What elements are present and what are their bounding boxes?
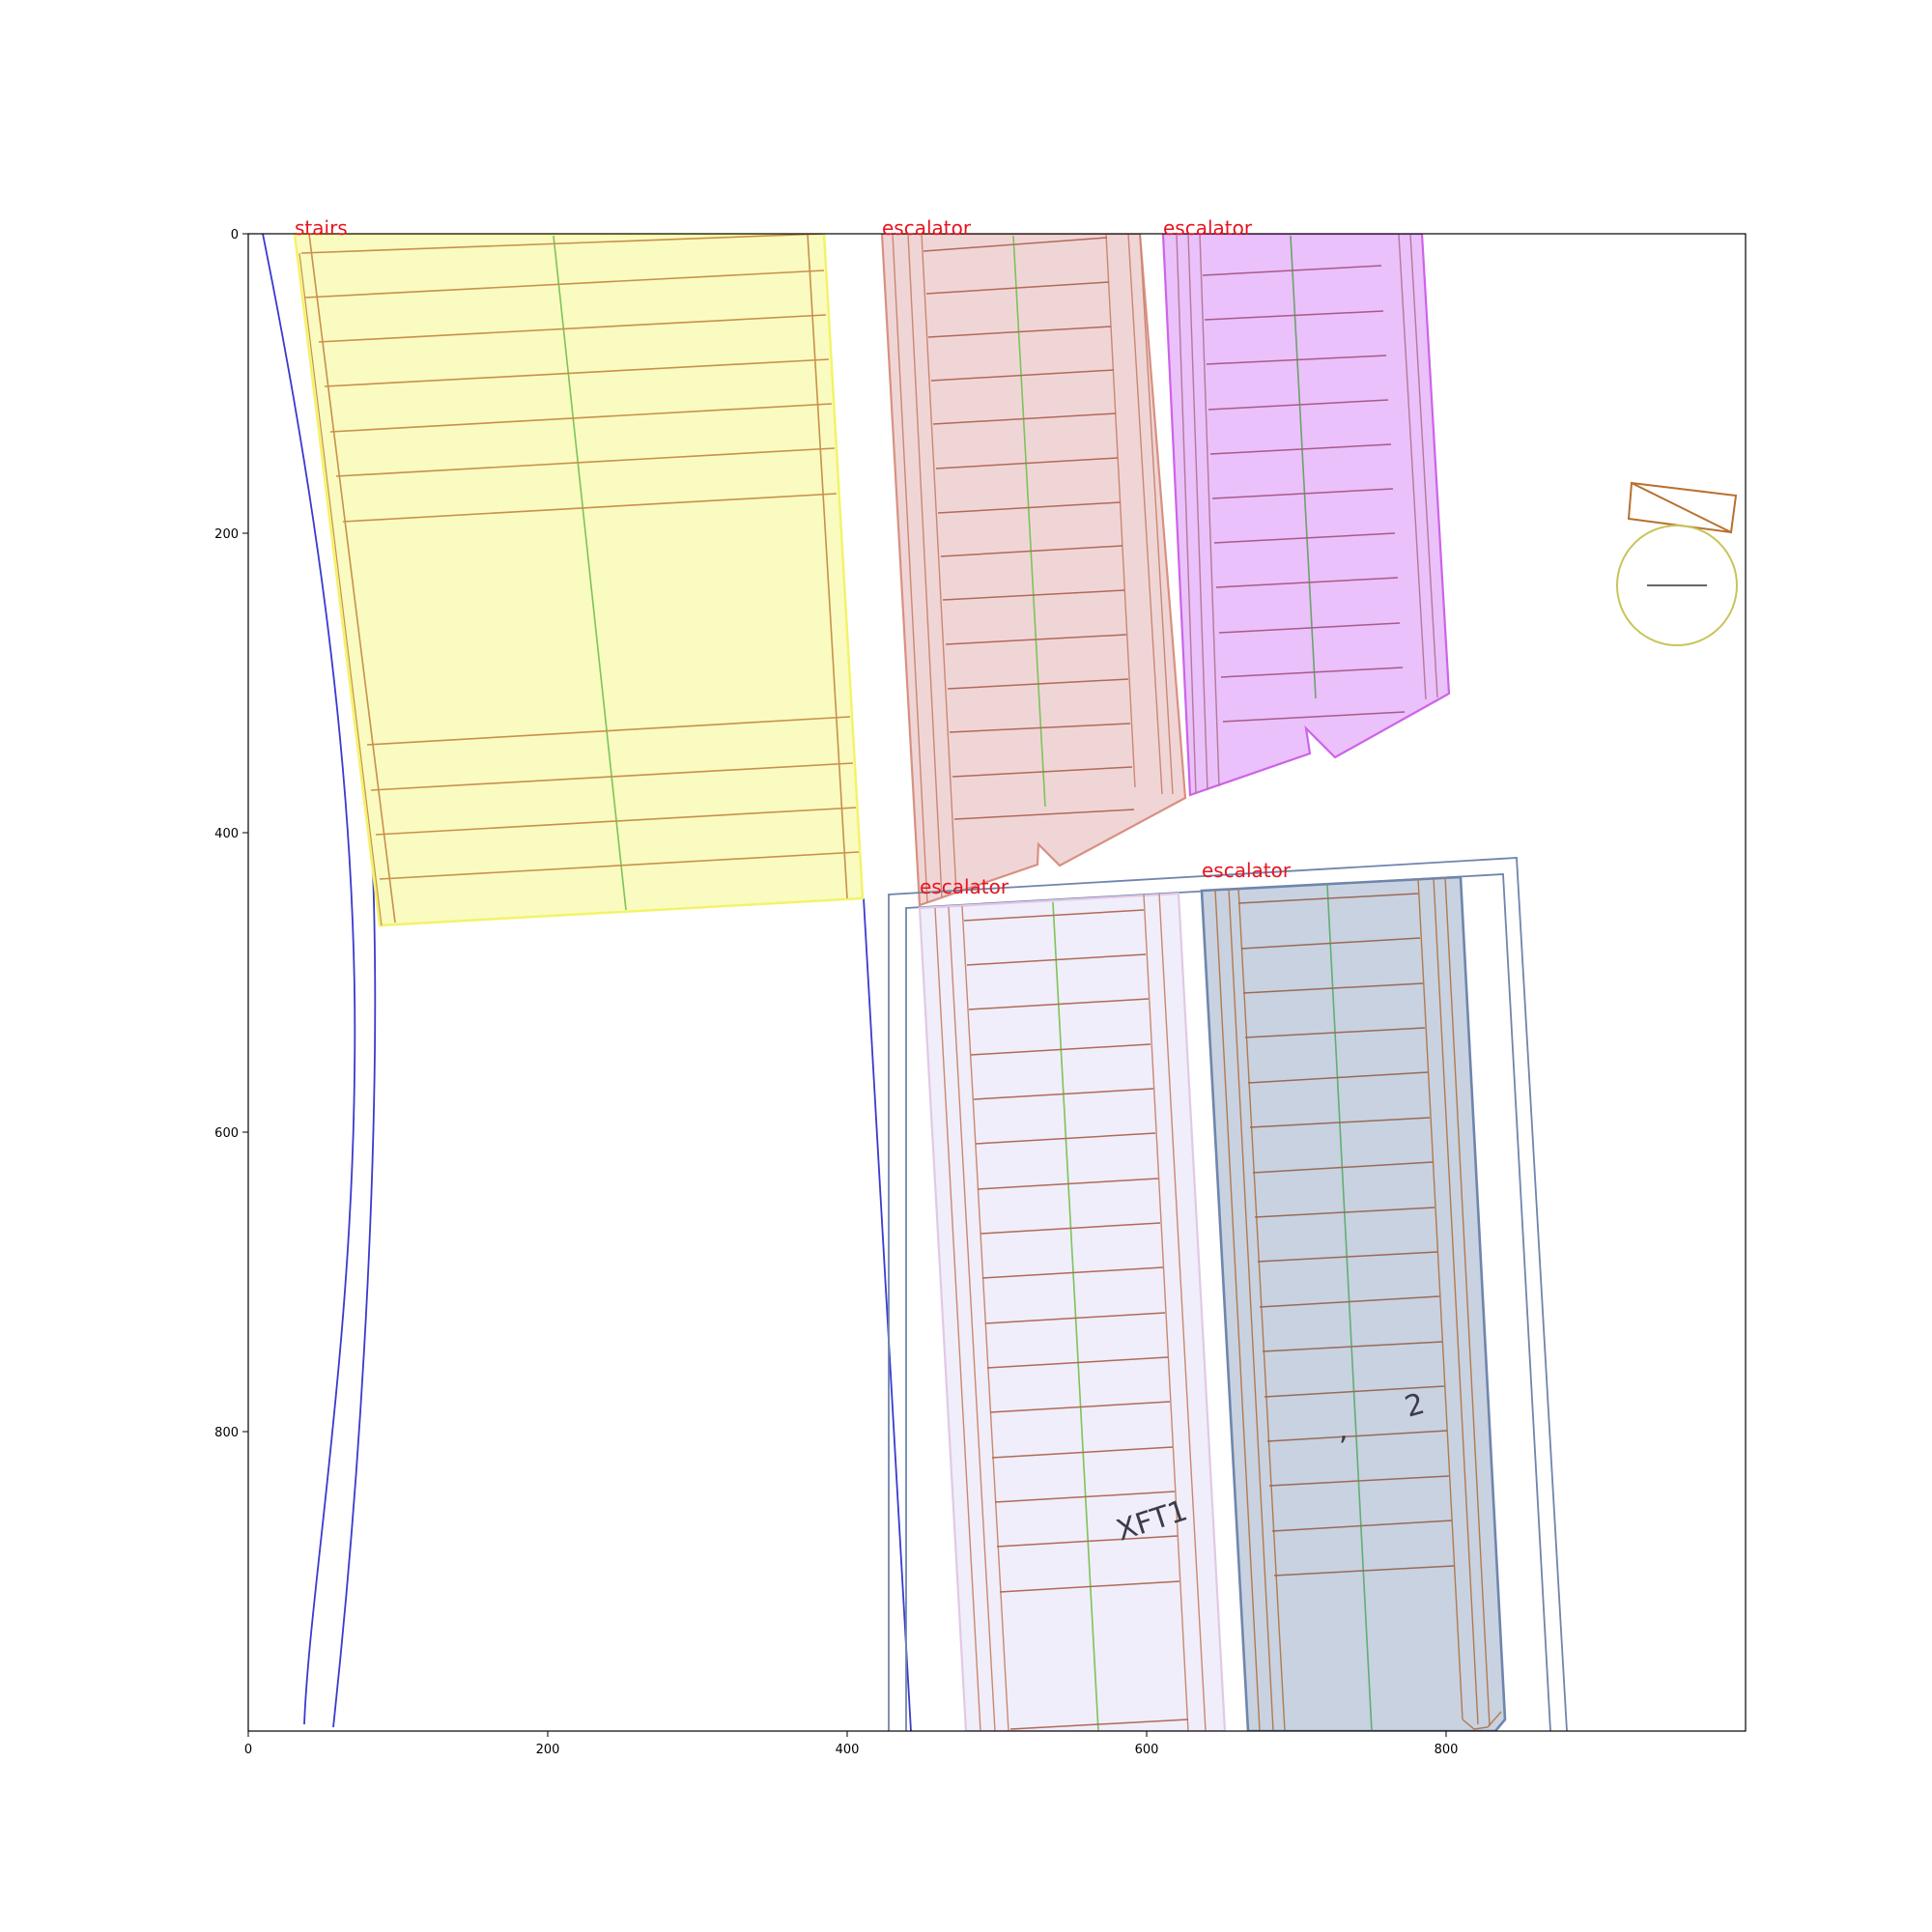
x-tick-label: 400 xyxy=(836,1743,860,1757)
x-tick-label: 600 xyxy=(1135,1743,1159,1757)
region-label-stairs: stairs xyxy=(295,216,348,240)
axes-frame xyxy=(247,233,1747,1732)
x-tick-label: 800 xyxy=(1435,1743,1459,1757)
drawing-layer: XFT1 2 , xyxy=(262,234,1738,1731)
y-tick-label: 0 xyxy=(231,228,239,242)
y-tick-label: 200 xyxy=(214,527,239,542)
y-tick-label: 400 xyxy=(214,827,239,841)
x-tick-label: 200 xyxy=(536,1743,560,1757)
escalator-region-1 xyxy=(880,234,1187,907)
y-axis: 0 200 400 600 800 xyxy=(214,228,248,1440)
comma-annotation: , xyxy=(1339,1413,1349,1447)
wall-line xyxy=(262,234,356,1725)
wall-line xyxy=(332,868,377,1728)
y-tick-label: 800 xyxy=(214,1426,239,1440)
escalator-region-4 xyxy=(1200,875,1507,1731)
stairs-region xyxy=(293,234,865,927)
escalator-region-2 xyxy=(1161,234,1451,797)
region-label-escalator-1: escalator xyxy=(882,216,972,240)
region-label-escalator-2: escalator xyxy=(1163,216,1253,240)
region-label-escalator-3: escalator xyxy=(920,875,1009,898)
compass-circle-icon xyxy=(1616,525,1738,646)
x-axis: 0 200 400 600 800 xyxy=(244,1731,1459,1757)
region-label-escalator-4: escalator xyxy=(1202,859,1292,882)
x-tick-label: 0 xyxy=(244,1743,252,1757)
north-arrow-icon xyxy=(1627,481,1738,534)
escalator-region-3 xyxy=(918,892,1227,1731)
y-tick-label: 600 xyxy=(214,1126,239,1141)
wall-line xyxy=(863,897,912,1731)
